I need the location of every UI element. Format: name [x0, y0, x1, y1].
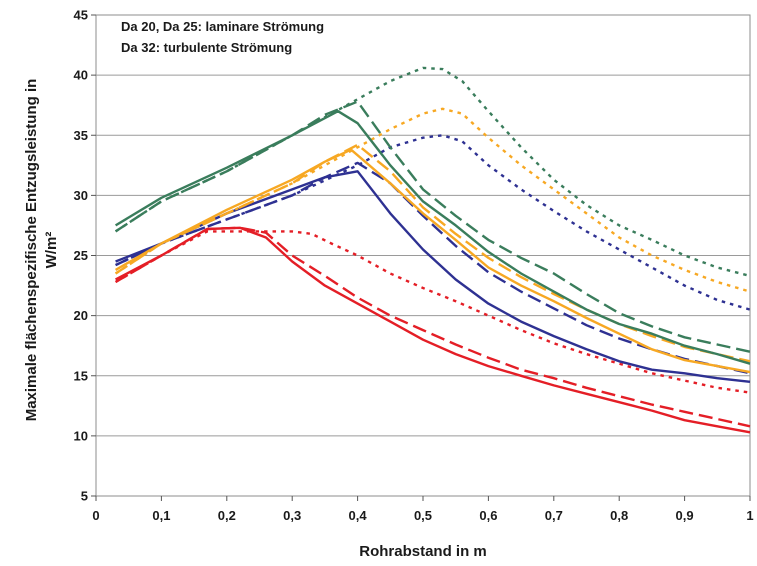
y-tick-label: 30 [74, 188, 88, 203]
series-line-7 [115, 148, 751, 374]
x-tick-label: 0,8 [610, 508, 628, 523]
y-axis-title-line-2: W/m² [43, 232, 60, 269]
series-line-8 [114, 143, 751, 363]
series-line-2 [114, 226, 751, 428]
x-tick-label: 1 [746, 508, 753, 523]
gridlines [96, 74, 750, 437]
x-tick-label: 0,5 [414, 508, 432, 523]
x-axis-ticks: 0 0,1 0,2 0,3 0,4 0,5 0,6 0,7 0,8 0,9 1 [92, 496, 754, 523]
x-axis-title: Rohrabstand in m [359, 543, 487, 560]
x-tick-label: 0,6 [479, 508, 497, 523]
y-tick-label: 15 [74, 368, 88, 383]
series-line-12 [114, 66, 751, 278]
series-line-3 [114, 230, 751, 394]
y-tick-label: 10 [74, 428, 88, 443]
y-axis-ticks: 5 10 15 20 25 30 35 40 45 [74, 8, 96, 504]
y-tick-label: 5 [81, 489, 88, 504]
x-tick-label: 0,1 [152, 508, 170, 523]
x-tick-label: 0 [92, 508, 99, 523]
y-tick-label: 25 [74, 248, 88, 263]
series-lines [114, 66, 751, 434]
x-tick-label: 0,7 [545, 508, 563, 523]
annotation-line-2: Da 32: turbulente Strömung [121, 40, 292, 55]
x-tick-label: 0,2 [218, 508, 236, 523]
x-tick-label: 0,9 [676, 508, 694, 523]
series-line-6 [115, 134, 751, 311]
y-tick-label: 40 [74, 68, 88, 83]
series-line-9 [114, 107, 751, 293]
y-tick-label: 45 [74, 8, 88, 23]
y-axis-title-line-1: Maximale flächenspezifische Entzugsleist… [23, 79, 40, 422]
annotation-line-1: Da 20, Da 25: laminare Strömung [121, 19, 324, 34]
y-tick-label: 20 [74, 308, 88, 323]
x-tick-label: 0,4 [349, 508, 368, 523]
x-tick-label: 0,3 [283, 508, 301, 523]
y-tick-label: 35 [74, 128, 88, 143]
series-line-4 [115, 170, 751, 383]
